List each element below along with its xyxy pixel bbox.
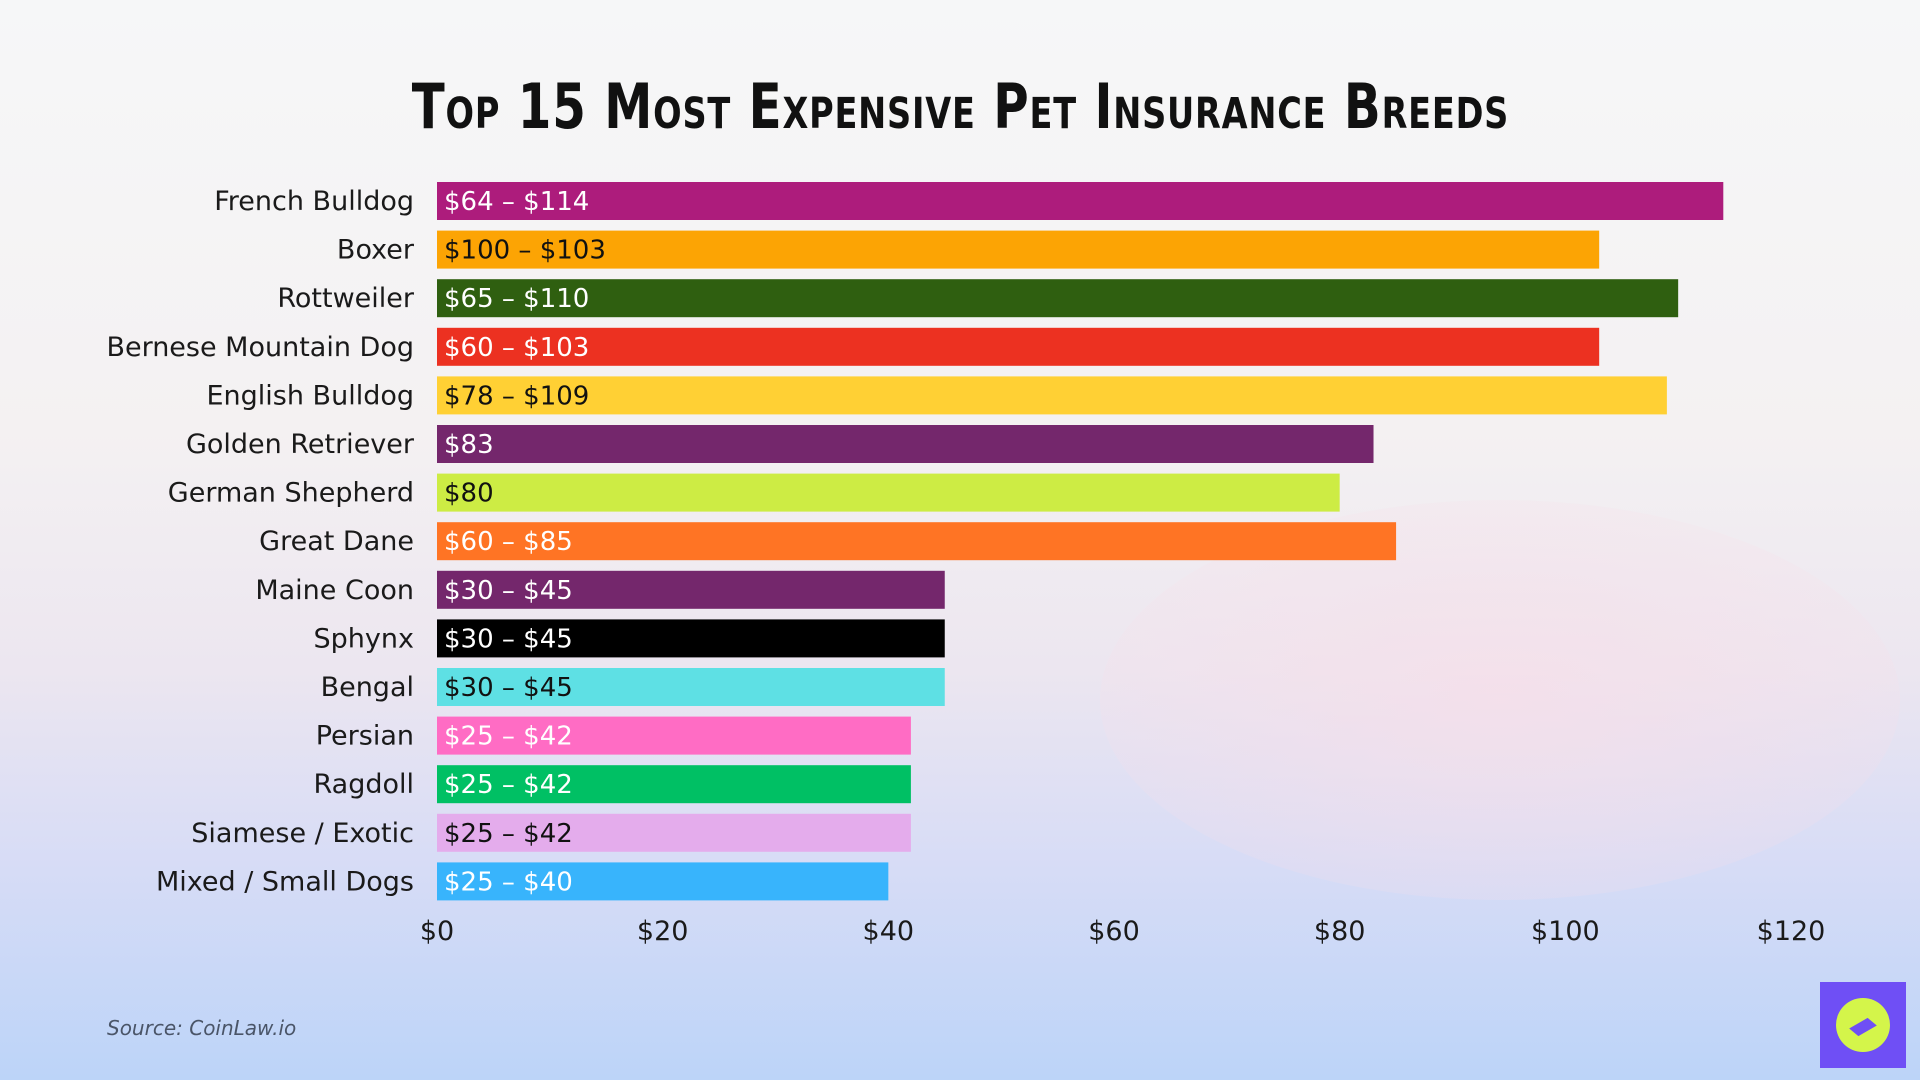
x-tick-label: $120 — [1757, 916, 1826, 947]
bar — [437, 279, 1679, 318]
category-label: Sphynx — [314, 623, 414, 654]
data-label: $64 – $114 — [444, 187, 589, 217]
category-label: Boxer — [337, 235, 415, 266]
category-label: Golden Retriever — [186, 429, 415, 460]
bar — [437, 570, 945, 609]
bar — [437, 862, 889, 901]
x-tick-label: $60 — [1088, 916, 1140, 947]
data-label: $60 – $103 — [444, 333, 589, 363]
bar — [437, 230, 1600, 269]
data-label: $25 – $42 — [444, 722, 573, 752]
chart-title: Top 15 Most Expensive Pet Insurance Bree… — [411, 70, 1509, 143]
data-label: $30 – $45 — [444, 576, 573, 606]
data-label: $100 – $103 — [444, 236, 606, 266]
category-label: Siamese / Exotic — [191, 818, 414, 849]
category-label: Bernese Mountain Dog — [106, 332, 414, 363]
data-label: $65 – $110 — [444, 284, 589, 314]
bar — [437, 716, 911, 755]
x-tick-label: $80 — [1314, 916, 1366, 947]
data-label: $30 – $45 — [444, 673, 573, 703]
x-tick-label: $100 — [1531, 916, 1600, 947]
x-tick-label: $40 — [863, 916, 915, 947]
data-label: $78 – $109 — [444, 381, 589, 411]
source-note: Source: CoinLaw.io — [107, 1016, 297, 1040]
compass-logo-icon — [1820, 982, 1906, 1068]
bar — [437, 473, 1340, 512]
data-label: $80 — [444, 479, 494, 509]
bar — [437, 765, 911, 804]
bar — [437, 619, 945, 658]
bar — [437, 425, 1374, 463]
bar — [437, 376, 1667, 415]
category-label: Mixed / Small Dogs — [156, 866, 414, 897]
data-label: $25 – $40 — [444, 867, 573, 897]
bar — [437, 522, 1397, 561]
category-label: English Bulldog — [206, 380, 414, 411]
data-label: $25 – $42 — [444, 819, 573, 849]
background-glow — [1100, 500, 1900, 900]
category-label: Rottweiler — [277, 283, 415, 314]
category-label: German Shepherd — [168, 478, 414, 509]
category-label: Great Dane — [259, 526, 414, 557]
category-label: Bengal — [321, 672, 414, 703]
x-tick-label: $0 — [420, 916, 454, 947]
data-label: $83 — [444, 430, 494, 460]
category-label: Ragdoll — [313, 769, 414, 800]
x-tick-label: $20 — [637, 916, 689, 947]
bar — [437, 182, 1724, 220]
data-label: $60 – $85 — [444, 527, 573, 557]
category-label: French Bulldog — [214, 186, 414, 217]
bar — [437, 668, 945, 706]
data-label: $30 – $45 — [444, 624, 573, 654]
bar — [437, 327, 1600, 366]
bar — [437, 813, 911, 852]
data-label: $25 – $42 — [444, 770, 573, 800]
category-label: Persian — [316, 721, 414, 752]
category-label: Maine Coon — [255, 575, 414, 606]
